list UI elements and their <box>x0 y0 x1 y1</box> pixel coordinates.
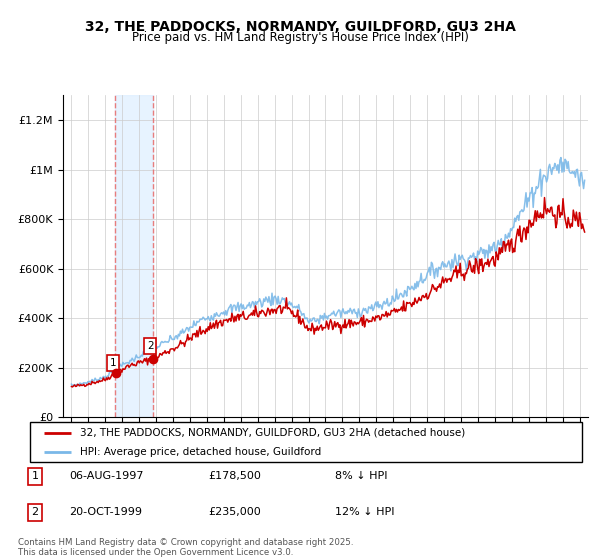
Text: 06-AUG-1997: 06-AUG-1997 <box>70 471 144 481</box>
Text: HPI: Average price, detached house, Guildford: HPI: Average price, detached house, Guil… <box>80 447 321 458</box>
Text: 20-OCT-1999: 20-OCT-1999 <box>70 507 143 517</box>
Text: 2: 2 <box>31 507 38 517</box>
Text: £178,500: £178,500 <box>208 471 261 481</box>
Text: 2: 2 <box>147 341 154 351</box>
Text: 1: 1 <box>110 358 116 368</box>
Bar <box>115 95 153 417</box>
Text: 1: 1 <box>32 471 38 481</box>
Text: Contains HM Land Registry data © Crown copyright and database right 2025.
This d: Contains HM Land Registry data © Crown c… <box>18 538 353 557</box>
Text: £235,000: £235,000 <box>208 507 260 517</box>
Text: 32, THE PADDOCKS, NORMANDY, GUILDFORD, GU3 2HA (detached house): 32, THE PADDOCKS, NORMANDY, GUILDFORD, G… <box>80 428 465 438</box>
Text: 8% ↓ HPI: 8% ↓ HPI <box>335 471 387 481</box>
Text: Price paid vs. HM Land Registry's House Price Index (HPI): Price paid vs. HM Land Registry's House … <box>131 31 469 44</box>
FancyBboxPatch shape <box>30 422 582 462</box>
Text: 12% ↓ HPI: 12% ↓ HPI <box>335 507 394 517</box>
Text: 32, THE PADDOCKS, NORMANDY, GUILDFORD, GU3 2HA: 32, THE PADDOCKS, NORMANDY, GUILDFORD, G… <box>85 20 515 34</box>
